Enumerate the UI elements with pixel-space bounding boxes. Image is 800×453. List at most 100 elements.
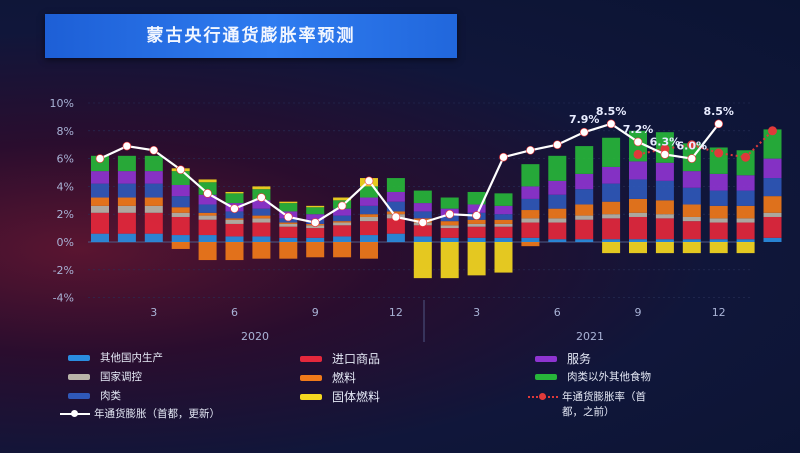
bar-segment-imported — [360, 221, 378, 236]
cpi-point — [552, 140, 562, 149]
bar-segment-regulated — [521, 218, 540, 223]
bar-segment-other_domestic — [629, 239, 647, 242]
bar-segment-nonmeat_food — [763, 129, 782, 159]
legend-label: 肉类 — [100, 390, 121, 402]
legend-swatch — [68, 392, 90, 399]
bar-segment-other_domestic — [252, 236, 271, 242]
bar-segment-solid_fuel_neg_extra — [360, 242, 378, 259]
bar-segment-nonmeat_food — [386, 178, 405, 192]
x-tick-label: 3 — [473, 306, 480, 319]
bar-segment-regulated — [602, 214, 621, 219]
bar-segment-solid_fuel — [682, 242, 701, 254]
bar-segment-services — [548, 180, 567, 195]
bar-segment-fuel — [682, 204, 701, 217]
bar-segment-imported — [602, 218, 621, 240]
bar-segment-imported — [736, 222, 755, 240]
bar-segment-regulated — [575, 215, 594, 220]
bar-segment-fuel — [91, 197, 109, 206]
bar-segment-fuel — [736, 205, 755, 219]
cpi-data-label: 8.5% — [703, 105, 734, 118]
bar-segment-meat — [548, 194, 567, 209]
bar-segment-nonmeat_food — [117, 155, 136, 172]
legend-line-swatch — [528, 392, 558, 402]
bar-segment-imported — [655, 218, 674, 240]
bar-segment-regulated — [198, 215, 217, 220]
bar-segment-imported — [440, 228, 459, 238]
bar-segment-nonmeat_food — [467, 191, 486, 205]
bar-segment-services — [171, 185, 190, 197]
bar-segment-services — [467, 204, 486, 213]
bar-segment-imported — [306, 228, 325, 238]
cpi-prev-line — [637, 130, 774, 159]
bar-segment-nonmeat_food — [91, 155, 109, 172]
legend-swatch — [300, 393, 322, 400]
bar-segment-imported — [467, 226, 486, 238]
bar-segment-solid_fuel — [225, 191, 244, 194]
bar-segment-regulated — [225, 219, 244, 224]
legend-item-meat: 肉类 — [68, 388, 121, 403]
cpi-point — [391, 212, 401, 222]
x-tick-label: 12 — [389, 306, 403, 319]
cpi-line — [99, 122, 720, 224]
bar-segment-regulated — [171, 212, 190, 217]
bar-segment-services — [655, 162, 674, 181]
bar-segment-nonmeat_food — [709, 147, 728, 174]
bar-segment-other_domestic — [306, 237, 325, 242]
bar-segment-meat — [91, 183, 109, 198]
bar-segment-solid_fuel_neg_extra — [198, 242, 217, 261]
bar-segment-solid_fuel — [602, 242, 621, 254]
chart-title: 蒙古央行通货膨胀率预测 — [146, 26, 356, 46]
cpi-point — [687, 154, 697, 163]
bar-segment-nonmeat_food — [360, 186, 378, 198]
cpi-point — [633, 137, 643, 147]
bar-segment-fuel — [494, 219, 513, 224]
bar-segment-meat — [171, 196, 190, 208]
cpi-data-label: 7.9% — [569, 113, 600, 126]
bar-segment-services — [494, 205, 513, 215]
bar-segment-solid_fuel — [413, 242, 432, 279]
bar-segment-fuel — [198, 212, 217, 216]
legend-swatch — [68, 373, 90, 380]
bar-segment-fuel — [709, 205, 728, 219]
bar-segment-other_domestic — [198, 235, 217, 242]
bar-segment-other_domestic — [360, 235, 378, 242]
bar-segment-imported — [494, 226, 513, 238]
bar-segment-other_domestic — [333, 236, 352, 242]
cpi-prev-point — [687, 140, 697, 150]
bar-segment-other_domestic — [413, 236, 432, 242]
cpi-point — [230, 204, 239, 213]
bar-segment-services — [386, 191, 405, 202]
x-tick-label: 6 — [231, 306, 238, 319]
bar-segment-services — [198, 194, 217, 205]
year-label: 2021 — [576, 330, 604, 343]
legend-item-cpi-line: 年通货膨胀（首都，更新） — [60, 406, 220, 421]
legend-label: 进口商品 — [332, 352, 381, 366]
bar-segment-meat — [144, 183, 163, 198]
legend-swatch — [535, 355, 557, 362]
bar-segment-imported — [171, 216, 190, 236]
bar-segment-solid_fuel_neg_extra — [521, 242, 540, 247]
cpi-point — [606, 119, 616, 129]
bar-segment-solid_fuel — [333, 197, 352, 201]
bar-segment-imported — [763, 216, 782, 238]
bar-segment-regulated — [709, 218, 728, 223]
legend-swatch — [535, 373, 557, 380]
bar-segment-services — [521, 186, 540, 199]
year-label: 2020 — [241, 330, 269, 343]
cpi-point — [445, 209, 455, 219]
bar-segment-solid_fuel_neg_extra — [279, 242, 298, 259]
legend-label: 燃料 — [332, 371, 357, 385]
bar-segment-regulated — [629, 212, 647, 217]
legend-item-regulated: 国家调控 — [68, 369, 142, 384]
bar-segment-meat — [575, 189, 594, 205]
bar-segment-fuel — [144, 197, 163, 206]
bar-segment-imported — [521, 222, 540, 238]
cpi-prev-point — [768, 126, 777, 136]
bar-segment-nonmeat_food — [413, 190, 432, 204]
bar-segment-regulated — [91, 205, 109, 213]
bar-segment-meat — [736, 190, 755, 206]
bar-segment-meat — [521, 198, 540, 211]
bar-segment-nonmeat_food — [144, 155, 163, 172]
legend-swatch — [300, 374, 322, 381]
bar-segment-imported — [117, 212, 136, 234]
